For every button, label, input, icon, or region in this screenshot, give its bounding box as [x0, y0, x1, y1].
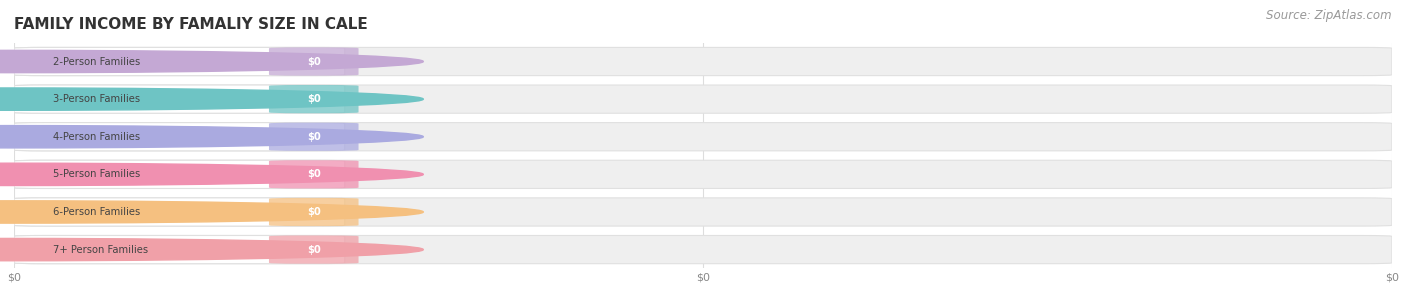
FancyBboxPatch shape	[14, 85, 1392, 113]
FancyBboxPatch shape	[14, 85, 344, 113]
Text: $0: $0	[307, 169, 321, 179]
FancyBboxPatch shape	[14, 198, 344, 226]
Text: $0: $0	[307, 94, 321, 104]
FancyBboxPatch shape	[14, 47, 344, 76]
Text: $0: $0	[307, 207, 321, 217]
FancyBboxPatch shape	[14, 160, 1392, 188]
Text: FAMILY INCOME BY FAMALIY SIZE IN CALE: FAMILY INCOME BY FAMALIY SIZE IN CALE	[14, 17, 368, 32]
FancyBboxPatch shape	[269, 47, 359, 76]
Text: 7+ Person Families: 7+ Person Families	[52, 245, 148, 255]
Circle shape	[0, 126, 423, 148]
Circle shape	[0, 201, 423, 223]
FancyBboxPatch shape	[269, 123, 359, 151]
Text: $0: $0	[307, 56, 321, 66]
Text: 2-Person Families: 2-Person Families	[52, 56, 139, 66]
FancyBboxPatch shape	[14, 160, 344, 188]
FancyBboxPatch shape	[269, 160, 359, 188]
Text: Source: ZipAtlas.com: Source: ZipAtlas.com	[1267, 9, 1392, 22]
FancyBboxPatch shape	[14, 123, 1392, 151]
Text: 4-Person Families: 4-Person Families	[52, 132, 139, 142]
FancyBboxPatch shape	[14, 198, 1392, 226]
Circle shape	[0, 239, 423, 261]
Text: 5-Person Families: 5-Person Families	[52, 169, 139, 179]
Text: $0: $0	[307, 132, 321, 142]
Circle shape	[0, 50, 423, 73]
FancyBboxPatch shape	[14, 235, 344, 264]
FancyBboxPatch shape	[14, 235, 1392, 264]
Circle shape	[0, 88, 423, 110]
FancyBboxPatch shape	[14, 47, 1392, 76]
FancyBboxPatch shape	[14, 123, 344, 151]
Text: 3-Person Families: 3-Person Families	[52, 94, 139, 104]
Text: $0: $0	[307, 245, 321, 255]
Text: 6-Person Families: 6-Person Families	[52, 207, 139, 217]
Circle shape	[0, 163, 423, 185]
FancyBboxPatch shape	[269, 235, 359, 264]
FancyBboxPatch shape	[269, 85, 359, 113]
FancyBboxPatch shape	[269, 198, 359, 226]
